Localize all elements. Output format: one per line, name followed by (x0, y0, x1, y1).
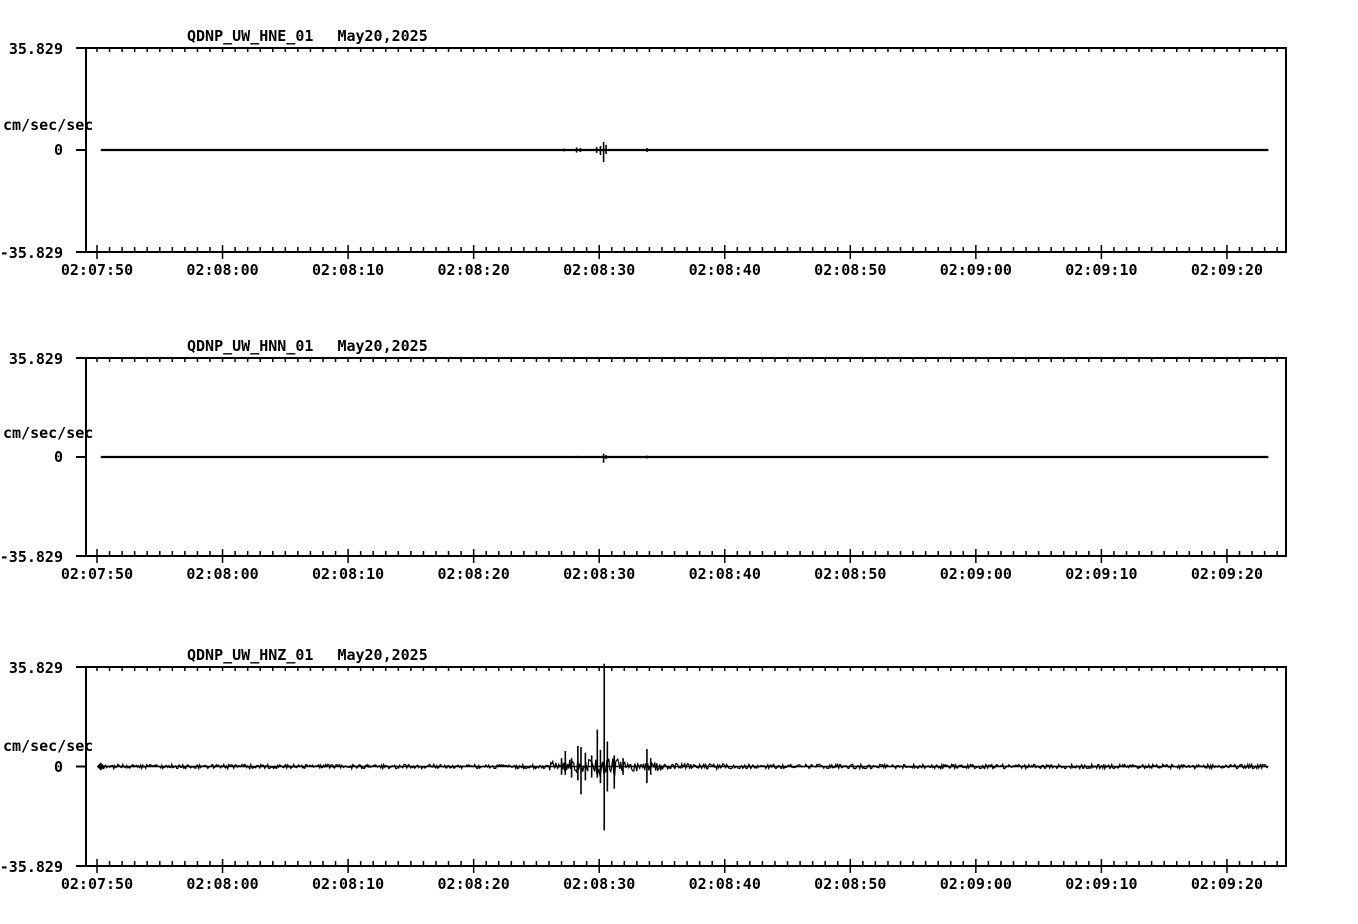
y-zero-label: 0 (53, 758, 63, 776)
x-tick-label: 02:09:00 (939, 261, 1012, 279)
x-tick-label: 02:09:10 (1065, 565, 1138, 583)
x-tick-label: 02:08:50 (814, 875, 887, 893)
y-min-label: -35.829 (0, 244, 63, 262)
x-tick-label: 02:09:20 (1190, 261, 1264, 279)
station-channel-label: QDNP_UW_HNZ_01 (187, 646, 314, 664)
x-tick-label: 02:09:20 (1190, 565, 1264, 583)
trace-start-marker (96, 762, 105, 771)
x-tick-label: 02:08:10 (311, 261, 385, 279)
x-tick-label: 02:08:10 (311, 875, 385, 893)
y-zero-label: 0 (53, 141, 63, 159)
x-tick-label: 02:08:40 (688, 261, 761, 279)
x-tick-label: 02:08:00 (186, 565, 259, 583)
station-channel-label: QDNP_UW_HNE_01 (187, 27, 314, 45)
x-tick-label: 02:08:30 (563, 261, 636, 279)
y-min-label: -35.829 (0, 858, 63, 876)
x-tick-label: 02:08:00 (186, 875, 259, 893)
trace-title-hnn: QDNP_UW_HNN_01 May20,2025 (187, 338, 428, 354)
x-tick-label: 02:09:10 (1065, 875, 1138, 893)
y-max-label: 35.829 (8, 659, 63, 677)
x-tick-label: 02:08:40 (688, 875, 761, 893)
trace-date-label: May20,2025 (337, 27, 428, 45)
station-channel-label: QDNP_UW_HNN_01 (187, 337, 314, 355)
y-units-label: cm/sec/sec (3, 424, 94, 442)
x-tick-label: 02:09:00 (939, 565, 1012, 583)
y-units-label: cm/sec/sec (3, 737, 94, 755)
x-tick-label: 02:08:40 (688, 565, 761, 583)
x-tick-label: 02:09:10 (1065, 261, 1138, 279)
x-tick-label: 02:08:50 (814, 261, 887, 279)
x-tick-label: 02:07:50 (60, 565, 134, 583)
x-tick-label: 02:08:20 (437, 875, 510, 893)
y-units-label: cm/sec/sec (3, 116, 94, 134)
x-tick-label: 02:08:30 (563, 565, 636, 583)
trace-title-hne: QDNP_UW_HNE_01 May20,2025 (187, 28, 428, 44)
y-min-label: -35.829 (0, 548, 63, 566)
y-zero-label: 0 (53, 448, 63, 466)
trace-title-hnz: QDNP_UW_HNZ_01 May20,2025 (187, 647, 428, 663)
x-tick-label: 02:08:30 (563, 875, 636, 893)
x-tick-label: 02:08:20 (437, 261, 510, 279)
trace-date-label: May20,2025 (337, 646, 428, 664)
y-max-label: 35.829 (8, 350, 63, 368)
x-tick-label: 02:08:00 (186, 261, 259, 279)
x-tick-label: 02:09:00 (939, 875, 1012, 893)
x-tick-label: 02:08:50 (814, 565, 887, 583)
x-tick-label: 02:07:50 (60, 261, 134, 279)
x-tick-label: 02:08:10 (311, 565, 385, 583)
x-tick-label: 02:08:20 (437, 565, 510, 583)
x-tick-label: 02:09:20 (1190, 875, 1264, 893)
y-max-label: 35.829 (8, 40, 63, 58)
x-tick-label: 02:07:50 (60, 875, 134, 893)
trace-date-label: May20,2025 (337, 337, 428, 355)
